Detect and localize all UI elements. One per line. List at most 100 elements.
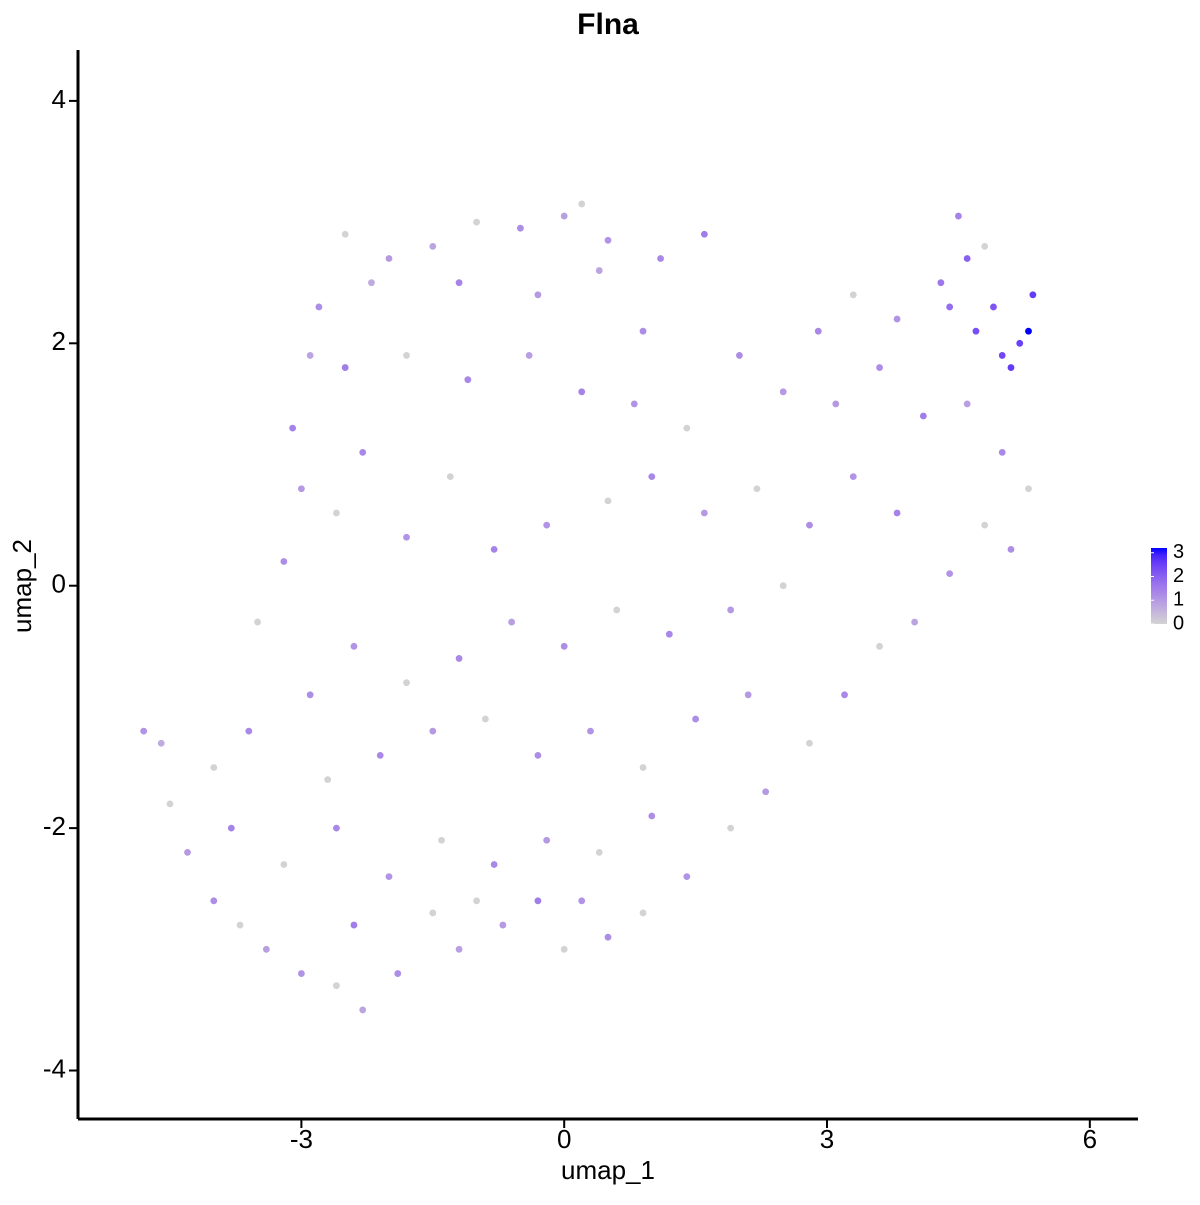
point [236,921,244,929]
point [560,642,568,650]
point [727,606,735,614]
point [333,982,340,990]
point [429,727,437,735]
y-axis-label: umap_2 [7,539,37,633]
point [385,255,393,262]
y-tick-label: 0 [52,569,66,599]
point [806,739,813,747]
point [140,727,148,735]
point [446,473,454,481]
point [473,897,480,905]
point [841,691,848,699]
point [464,376,472,384]
point [937,279,945,287]
point [210,764,218,771]
y-tick-label: 2 [52,326,66,356]
point [876,364,883,371]
point [700,509,708,517]
point [955,212,962,220]
point [508,618,516,626]
point [849,291,857,299]
point [359,448,367,456]
point [499,921,507,929]
point [893,315,901,323]
point [227,824,235,832]
point [333,509,340,517]
point [981,242,989,250]
point [455,655,463,662]
y-tick-label: 4 [52,84,66,114]
point [1007,364,1015,371]
point [648,812,656,820]
y-tick-label: -2 [43,811,66,841]
colorbar-label: 0 [1173,612,1184,634]
point [639,764,647,771]
point [744,691,752,699]
point [350,921,358,929]
point [333,824,340,832]
point [560,945,568,953]
point [657,255,664,262]
point [806,521,813,529]
x-tick-label: 3 [820,1124,834,1154]
x-axis-label: umap_1 [561,1155,655,1185]
point [876,642,883,650]
point [1016,339,1024,347]
point [315,303,323,311]
point [376,751,384,759]
point [210,897,218,905]
point [560,212,568,220]
point [639,909,647,917]
point [639,327,647,335]
point [613,606,621,614]
point [403,352,410,359]
point [473,218,480,226]
point [184,848,191,856]
point [403,679,410,687]
point [963,400,971,408]
point [359,1006,367,1014]
point [543,836,551,844]
point [990,303,997,311]
point [604,497,612,505]
point [516,224,524,232]
point [490,861,498,868]
point [998,352,1006,359]
point [429,242,437,250]
point [297,485,305,493]
point [919,412,927,420]
point [578,897,586,905]
point [543,521,551,529]
point [490,545,498,553]
point [341,364,349,371]
point [280,861,288,868]
point [280,558,288,565]
point [630,400,638,408]
point [814,327,822,335]
x-tick-label: -3 [290,1124,313,1154]
point [849,473,857,481]
point [762,788,770,796]
point [262,945,270,953]
point [455,945,463,953]
point [306,352,314,359]
point [972,327,980,335]
point [893,509,901,517]
chart-title: Flna [577,8,639,41]
point [736,352,743,359]
point [578,200,586,208]
point [981,521,989,529]
point [683,873,691,880]
point [534,897,542,905]
point [595,848,603,856]
point [455,279,463,287]
point [429,909,437,917]
point [403,533,410,541]
point [368,279,375,287]
point [297,970,305,977]
point [578,388,586,396]
point [1007,545,1015,553]
point [683,424,691,432]
point [289,424,297,432]
point [341,230,349,238]
